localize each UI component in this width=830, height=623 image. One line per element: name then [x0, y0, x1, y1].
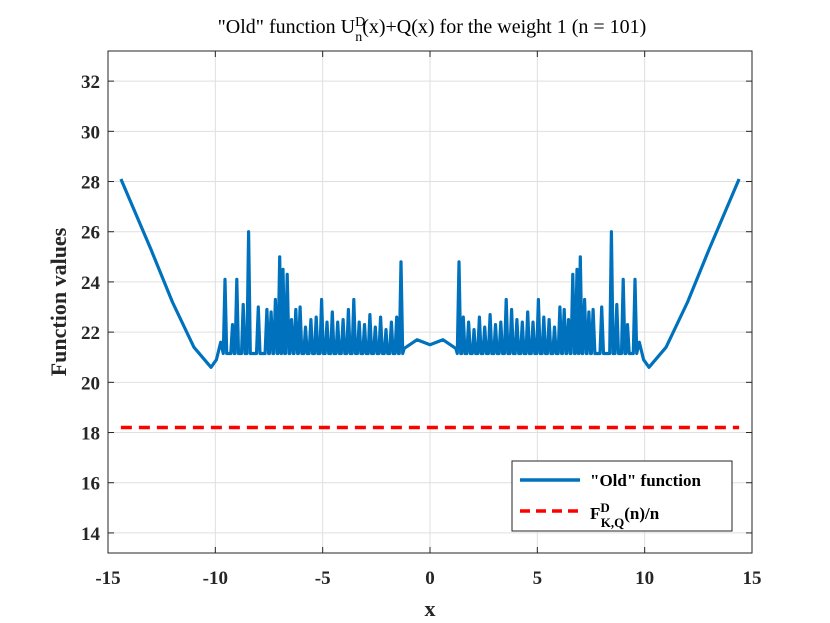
- y-tick-label: 24: [81, 273, 101, 294]
- x-tick-label: -15: [95, 568, 120, 589]
- tick-labels: -15 -10 -5 0 5 10 15 14 16 18 20 22 24 26 28 30 32: [81, 72, 762, 589]
- series-old-function-line: [119, 178, 741, 369]
- legend-label-old-function: "Old" function: [590, 471, 702, 490]
- x-tick-label: 5: [533, 568, 543, 589]
- y-tick-label: 16: [81, 474, 100, 495]
- chart-title: "Old" function UD n(x)+Q(x) for the weigh…: [218, 15, 647, 45]
- y-tick-label: 32: [81, 72, 100, 93]
- y-axis-label: Function values: [46, 227, 71, 376]
- ticks: [107, 51, 753, 553]
- x-tick-label: -5: [315, 568, 331, 589]
- y-tick-label: 28: [81, 173, 100, 194]
- y-tick-label: 22: [81, 323, 100, 344]
- x-axis-label: x: [425, 596, 436, 621]
- y-tick-label: 20: [81, 373, 100, 394]
- x-tick-label: 0: [425, 568, 435, 589]
- y-tick-label: 26: [81, 223, 100, 244]
- legend-box: [511, 460, 733, 532]
- x-tick-label: 15: [743, 568, 762, 589]
- series-layer: [119, 178, 741, 430]
- grid: [107, 51, 753, 553]
- legend-label-f-kq: FD K,Q(n)/n: [590, 500, 660, 530]
- x-tick-label: -10: [203, 568, 228, 589]
- y-tick-label: 14: [81, 524, 101, 545]
- legend: "Old" function FD K,Q(n)/n: [511, 460, 733, 532]
- x-tick-label: 10: [635, 568, 654, 589]
- y-tick-label: 18: [81, 424, 100, 445]
- y-tick-label: 30: [81, 122, 100, 143]
